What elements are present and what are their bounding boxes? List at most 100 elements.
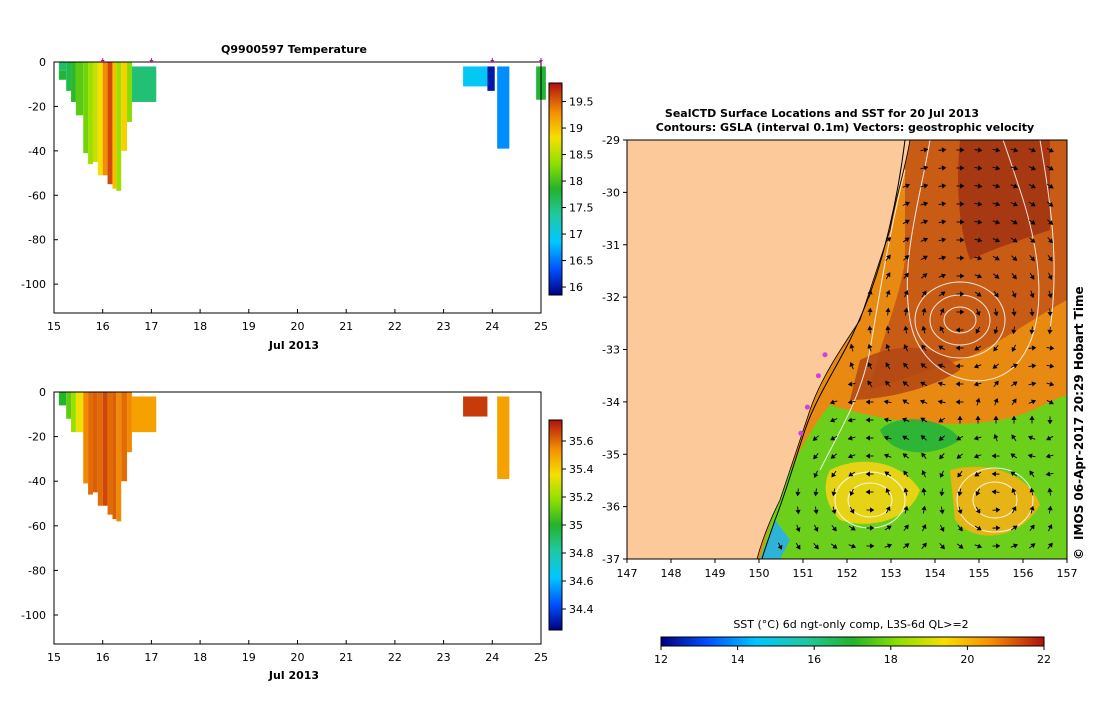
sal-cell <box>132 396 156 432</box>
sst-colorbar-label: SST (°C) 6d ngt-only comp, L3S-6d QL>=2 <box>733 618 968 631</box>
salinity-xlabel: Jul 2013 <box>268 669 319 682</box>
map-y-tick-label: -30 <box>602 186 620 199</box>
colorbar-tick-label: 34.4 <box>569 603 594 616</box>
temperature-cells <box>59 62 546 191</box>
map-x-tick-label: 151 <box>793 567 814 580</box>
sst-colorbar-tick-label: 12 <box>654 653 668 666</box>
seal-position-marker <box>798 431 803 436</box>
sal-cell <box>93 392 98 492</box>
temp-cell <box>88 62 93 164</box>
colorbar-tick-label: 34.8 <box>569 547 594 560</box>
y-tick-label: -100 <box>21 278 46 291</box>
map-y-tick-label: -33 <box>602 344 620 357</box>
temp-cell <box>132 66 156 102</box>
x-tick-label: 24 <box>485 320 499 333</box>
temp-cell <box>463 66 487 86</box>
colorbar-tick-label: 35.6 <box>569 435 594 448</box>
sst-colorbar-tick-label: 22 <box>1037 653 1051 666</box>
map-x-tick-label: 148 <box>661 567 682 580</box>
map-y-tick-label: -36 <box>602 501 620 514</box>
temperature-xlabel: Jul 2013 <box>268 339 319 352</box>
temp-cell <box>103 62 108 175</box>
sal-cell <box>497 396 509 479</box>
map-x-tick-label: 150 <box>749 567 770 580</box>
sst-colorbar-tick-label: 20 <box>960 653 974 666</box>
seal-position-marker <box>805 405 810 410</box>
y-tick-label: 0 <box>39 386 46 399</box>
map-y-tick-label: -31 <box>602 239 620 252</box>
sal-cell <box>59 392 66 405</box>
x-tick-label: 17 <box>144 651 158 664</box>
x-tick-label: 21 <box>339 320 353 333</box>
sal-cell <box>76 392 83 432</box>
x-tick-label: 18 <box>193 320 207 333</box>
y-tick-label: -20 <box>28 431 46 444</box>
colorbar-tick-label: 17.5 <box>569 202 594 215</box>
x-tick-label: 22 <box>388 320 402 333</box>
x-tick-label: 19 <box>242 651 256 664</box>
copyright-symbol: © <box>1072 548 1086 560</box>
temp-cell <box>121 62 127 151</box>
map-y-tick-label: -32 <box>602 291 620 304</box>
colorbar-tick-label: 18 <box>569 175 583 188</box>
sal-cell <box>127 392 132 452</box>
map-y-tick-label: -29 <box>602 134 620 147</box>
x-tick-label: 20 <box>291 651 305 664</box>
temp-cell <box>83 62 88 153</box>
x-tick-label: 22 <box>388 651 402 664</box>
map-plot-area <box>627 140 1067 559</box>
sal-cell <box>463 396 487 416</box>
temp-cell <box>98 62 103 175</box>
sal-cell <box>88 392 93 495</box>
sal-cell <box>71 392 76 432</box>
map-subtitle: Contours: GSLA (interval 0.1m) Vectors: … <box>656 121 1034 134</box>
temp-cell <box>93 62 98 162</box>
sal-cell <box>98 392 103 506</box>
y-tick-label: 0 <box>39 56 46 69</box>
map-x-tick-label: 154 <box>925 567 946 580</box>
salinity-cells <box>59 392 509 521</box>
x-tick-label: 23 <box>437 320 451 333</box>
x-tick-label: 19 <box>242 320 256 333</box>
temp-cell <box>59 62 66 71</box>
temp-cell <box>108 62 113 184</box>
x-tick-label: 16 <box>96 320 110 333</box>
map-y-tick-label: -34 <box>602 396 620 409</box>
y-tick-label: -60 <box>28 189 46 202</box>
y-tick-label: -60 <box>28 520 46 533</box>
x-tick-label: 20 <box>291 320 305 333</box>
map-x-tick-label: 157 <box>1057 567 1078 580</box>
sal-cell <box>83 392 88 483</box>
sst-colorbar <box>661 637 1044 646</box>
colorbar-tick-label: 19 <box>569 122 583 135</box>
temp-cell <box>112 62 116 189</box>
temperature-colorbar <box>549 83 562 295</box>
colorbar-tick-label: 16 <box>569 281 583 294</box>
x-tick-label: 18 <box>193 651 207 664</box>
x-tick-label: 15 <box>47 651 61 664</box>
sal-cell <box>121 392 127 481</box>
seal-position-marker <box>816 373 821 378</box>
map-x-tick-label: 155 <box>969 567 990 580</box>
colorbar-tick-label: 35 <box>569 519 583 532</box>
sst-colorbar-tick-label: 18 <box>884 653 898 666</box>
temp-cell <box>76 62 83 115</box>
colorbar-tick-label: 16.5 <box>569 255 594 268</box>
y-tick-label: -80 <box>28 564 46 577</box>
credit-text: IMOS 06-Apr-2017 20:29 Hobart Time <box>1072 286 1086 540</box>
sal-cell <box>66 392 71 419</box>
colorbar-tick-label: 17 <box>569 228 583 241</box>
colorbar-tick-label: 18.5 <box>569 149 594 162</box>
colorbar-tick-label: 35.4 <box>569 463 594 476</box>
salinity-colorbar <box>549 420 562 630</box>
x-tick-label: 23 <box>437 651 451 664</box>
map-x-tick-label: 156 <box>1013 567 1034 580</box>
x-tick-label: 21 <box>339 651 353 664</box>
map-x-tick-label: 153 <box>881 567 902 580</box>
temp-cell <box>116 62 121 191</box>
map-y-tick-label: -37 <box>602 553 620 566</box>
